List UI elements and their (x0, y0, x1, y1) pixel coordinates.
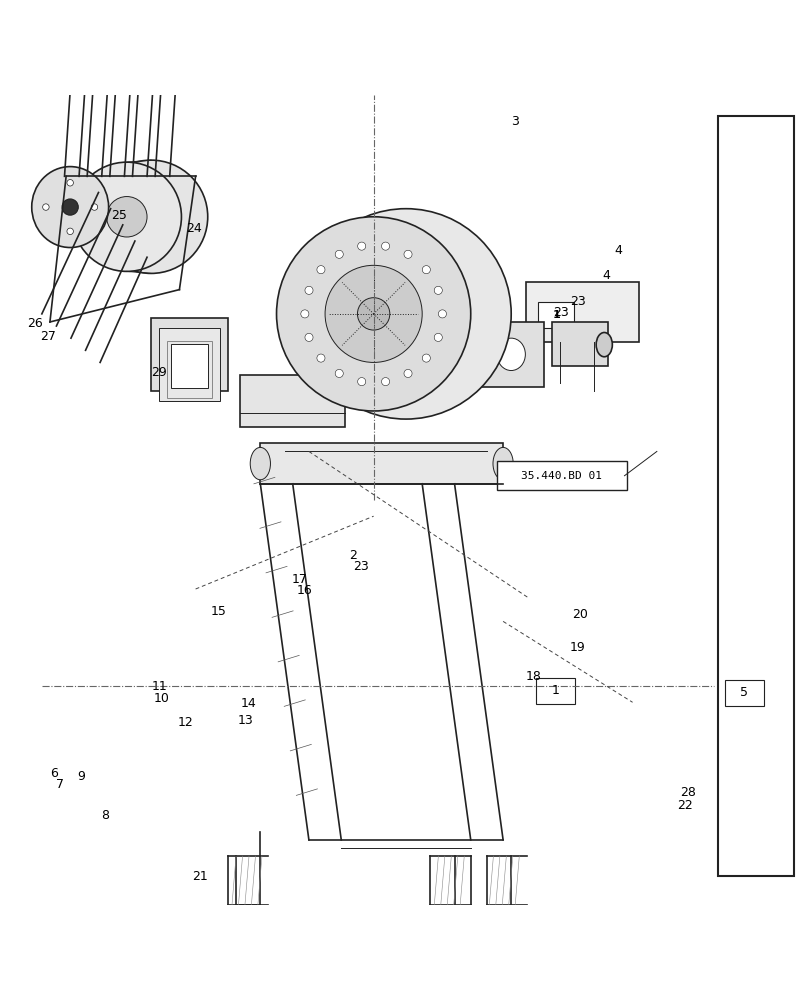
FancyBboxPatch shape (478, 322, 543, 387)
Text: 7: 7 (56, 778, 63, 791)
Ellipse shape (316, 354, 324, 362)
Ellipse shape (335, 250, 343, 258)
Text: 1: 1 (552, 310, 560, 320)
Ellipse shape (438, 310, 446, 318)
Ellipse shape (300, 209, 511, 419)
FancyBboxPatch shape (535, 678, 574, 704)
Ellipse shape (422, 266, 430, 274)
Ellipse shape (422, 354, 430, 362)
Text: 11: 11 (151, 680, 167, 693)
Text: 20: 20 (571, 608, 587, 621)
Ellipse shape (496, 338, 525, 371)
Ellipse shape (300, 310, 308, 318)
Ellipse shape (305, 333, 313, 341)
Text: 4: 4 (613, 244, 621, 257)
Text: 9: 9 (77, 770, 84, 783)
Ellipse shape (381, 378, 389, 386)
FancyBboxPatch shape (525, 282, 638, 342)
Text: 13: 13 (238, 714, 253, 727)
Text: 28: 28 (679, 786, 695, 799)
Ellipse shape (305, 286, 313, 294)
Ellipse shape (72, 162, 181, 271)
Text: 23: 23 (553, 306, 569, 319)
Ellipse shape (404, 369, 411, 377)
Text: 5: 5 (740, 686, 747, 699)
Text: 17: 17 (291, 573, 307, 586)
Text: 10: 10 (153, 692, 169, 705)
Text: 26: 26 (28, 317, 43, 330)
Ellipse shape (595, 332, 611, 357)
Ellipse shape (492, 447, 513, 480)
Text: 2: 2 (349, 549, 357, 562)
Ellipse shape (250, 447, 270, 480)
Ellipse shape (277, 217, 470, 411)
FancyBboxPatch shape (551, 322, 607, 366)
Ellipse shape (91, 204, 97, 210)
Text: 23: 23 (353, 560, 369, 573)
Text: 1: 1 (551, 684, 559, 697)
Text: 14: 14 (240, 697, 255, 710)
Ellipse shape (357, 298, 389, 330)
Text: 35.440.BD 01: 35.440.BD 01 (521, 471, 602, 481)
Text: 22: 22 (676, 799, 693, 812)
Ellipse shape (404, 250, 411, 258)
FancyBboxPatch shape (537, 302, 573, 328)
Text: 15: 15 (210, 605, 226, 618)
Ellipse shape (324, 265, 422, 362)
Ellipse shape (62, 199, 78, 215)
FancyBboxPatch shape (724, 680, 762, 706)
Ellipse shape (106, 197, 147, 237)
Text: 12: 12 (178, 716, 194, 729)
Text: 24: 24 (186, 222, 202, 235)
Ellipse shape (357, 378, 365, 386)
Ellipse shape (434, 286, 442, 294)
Text: 27: 27 (41, 330, 56, 343)
FancyBboxPatch shape (159, 328, 220, 401)
FancyBboxPatch shape (496, 461, 626, 490)
Ellipse shape (434, 333, 442, 341)
FancyBboxPatch shape (171, 344, 208, 388)
Text: 21: 21 (191, 870, 208, 883)
Text: 8: 8 (101, 809, 109, 822)
Ellipse shape (43, 204, 49, 210)
Text: 16: 16 (297, 584, 312, 597)
FancyBboxPatch shape (151, 318, 228, 391)
Ellipse shape (316, 266, 324, 274)
Text: 25: 25 (110, 209, 127, 222)
Text: 18: 18 (526, 670, 541, 683)
Text: 29: 29 (151, 366, 167, 379)
Ellipse shape (94, 160, 208, 273)
Ellipse shape (335, 369, 343, 377)
Ellipse shape (357, 242, 365, 250)
Text: 23: 23 (569, 295, 585, 308)
FancyBboxPatch shape (240, 375, 345, 427)
Text: 6: 6 (50, 767, 58, 780)
Ellipse shape (381, 242, 389, 250)
Ellipse shape (67, 180, 73, 186)
Text: 4: 4 (602, 269, 610, 282)
Ellipse shape (32, 167, 109, 248)
Text: 19: 19 (569, 641, 585, 654)
Text: 3: 3 (511, 115, 518, 128)
Ellipse shape (67, 228, 73, 235)
FancyBboxPatch shape (260, 443, 503, 484)
